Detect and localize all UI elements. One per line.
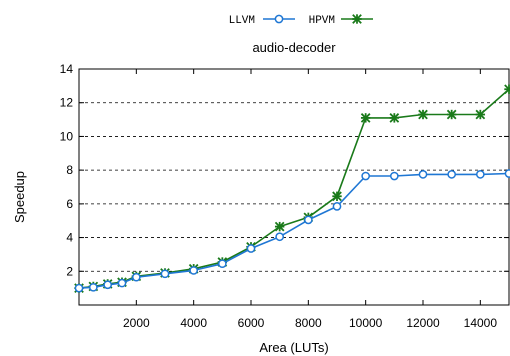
plot-frame: [78, 68, 510, 306]
x-tick-label: 4000: [180, 316, 207, 330]
chart-title: audio-decoder: [252, 40, 336, 55]
data-point-hpvm: [475, 109, 486, 120]
y-tick-label: 8: [66, 163, 73, 177]
data-point-llvm: [447, 170, 457, 179]
legend-marker-llvm: [274, 14, 284, 24]
legend-label-hpvm: HPVM: [309, 15, 335, 27]
y-tick-label: 12: [60, 96, 74, 110]
data-point-llvm: [475, 170, 485, 179]
data-point-llvm: [88, 282, 98, 292]
data-point-hpvm: [332, 191, 342, 202]
data-point-hpvm: [274, 221, 285, 232]
y-tick-label: 6: [66, 197, 73, 211]
data-point-hpvm: [504, 84, 510, 95]
series-line-llvm: [78, 172, 510, 289]
x-tick-label: 2000: [123, 316, 150, 330]
data-point-hpvm: [418, 109, 428, 120]
data-point-hpvm: [446, 109, 457, 120]
legend: LLVM HPVM: [229, 14, 373, 27]
data-point-hpvm: [389, 113, 400, 123]
data-point-llvm: [189, 266, 199, 275]
data-point-llvm: [332, 202, 342, 211]
data-point-llvm: [504, 169, 510, 178]
axes: 2 4 6 8 10 12 14 2000 4000 6000 8000 10000 12000 1400…: [60, 62, 510, 330]
x-tick-label: 14000: [464, 316, 498, 330]
data-point-llvm: [117, 278, 127, 288]
series-line-hpvm: [78, 88, 510, 289]
data-point-llvm: [103, 280, 113, 290]
data-point-llvm: [361, 171, 371, 181]
x-tick-label: 10000: [349, 316, 383, 330]
x-tick-label: 12000: [406, 316, 440, 330]
legend-marker-hpvm: [352, 14, 362, 24]
y-tick-label: 10: [60, 129, 74, 143]
data-series: [74, 84, 510, 293]
grid-lines: [79, 68, 509, 272]
data-point-llvm: [246, 244, 256, 253]
legend-sample-llvm: [263, 14, 295, 24]
data-point-hpvm: [360, 113, 371, 123]
series-llvm: [74, 169, 510, 293]
data-point-llvm: [275, 232, 285, 242]
data-point-llvm: [74, 283, 84, 293]
x-axis-label: Area (LUTs): [259, 340, 328, 355]
series-hpvm: [74, 84, 510, 293]
data-point-llvm: [217, 259, 227, 269]
data-point-llvm: [160, 269, 170, 279]
data-point-llvm: [389, 171, 399, 181]
x-tick-label: 8000: [295, 316, 322, 330]
legend-label-llvm: LLVM: [229, 15, 255, 27]
y-tick-label: 14: [60, 62, 74, 76]
data-point-llvm: [418, 170, 428, 179]
legend-sample-hpvm: [341, 14, 373, 24]
y-axis-label: Speedup: [12, 171, 27, 223]
y-tick-label: 4: [66, 231, 73, 245]
data-point-llvm: [303, 215, 313, 225]
x-tick-label: 6000: [238, 316, 265, 330]
data-point-llvm: [131, 272, 141, 282]
y-tick-label: 2: [66, 264, 73, 278]
